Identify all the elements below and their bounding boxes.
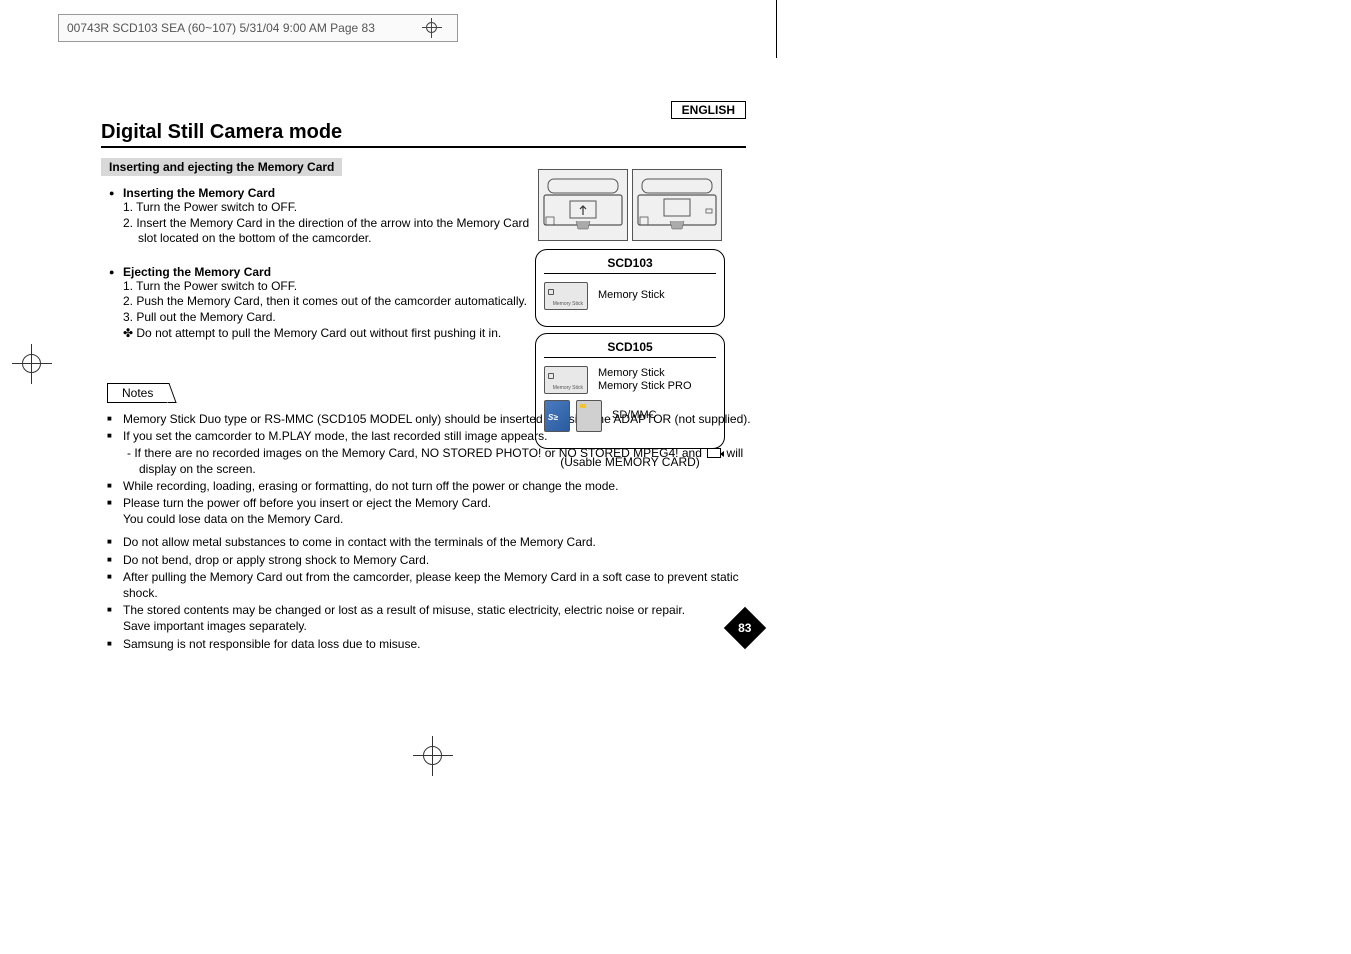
page-number: 83 bbox=[730, 613, 760, 657]
slot-illustration-icon bbox=[540, 171, 626, 239]
card-row: S≥ SD/MMC bbox=[544, 400, 716, 432]
note-item: Please turn the power off before you ins… bbox=[101, 495, 751, 527]
note-item: The stored contents may be changed or lo… bbox=[101, 602, 751, 634]
subheading: Inserting and ejecting the Memory Card bbox=[101, 158, 342, 176]
card-label: Memory Stick Memory Stick PRO bbox=[598, 367, 692, 393]
title-rule bbox=[101, 146, 746, 148]
registration-mark-left bbox=[12, 344, 52, 384]
registration-mark-bottom bbox=[413, 736, 453, 776]
eject-diagram bbox=[632, 169, 722, 241]
ejecting-step3: 3. Pull out the Memory Card. bbox=[116, 310, 531, 326]
sd-card-pair: S≥ bbox=[544, 400, 602, 432]
trim-line-top bbox=[776, 0, 777, 58]
memory-stick-icon: Memory Stick bbox=[544, 282, 588, 310]
card-row: Memory Stick Memory Stick bbox=[544, 282, 716, 310]
usable-caption: (Usable MEMORY CARD) bbox=[535, 455, 725, 469]
note-item: Do not bend, drop or apply strong shock … bbox=[101, 552, 751, 568]
card-model-title: SCD105 bbox=[544, 340, 716, 358]
inserting-step1: 1. Turn the Power switch to OFF. bbox=[116, 200, 531, 216]
file-info-text: 00743R SCD103 SEA (60~107) 5/31/04 9:00 … bbox=[67, 21, 375, 35]
inserting-step2: 2. Insert the Memory Card in the directi… bbox=[116, 216, 531, 247]
right-column: SCD103 Memory Stick Memory Stick SCD105 … bbox=[535, 169, 725, 469]
memory-stick-icon: Memory Stick bbox=[544, 366, 588, 394]
language-badge: ENGLISH bbox=[671, 101, 746, 119]
sd-card-icon: S≥ bbox=[544, 400, 570, 432]
ejecting-step2: 2. Push the Memory Card, then it comes o… bbox=[116, 294, 531, 310]
card-model-title: SCD103 bbox=[544, 256, 716, 274]
note-item: While recording, loading, erasing or for… bbox=[101, 478, 751, 494]
card-row: Memory Stick Memory Stick Memory Stick P… bbox=[544, 366, 716, 394]
insert-diagram bbox=[538, 169, 628, 241]
card-label: Memory Stick bbox=[598, 289, 665, 302]
ejecting-step1: 1. Turn the Power switch to OFF. bbox=[116, 279, 531, 295]
page-title: Digital Still Camera mode bbox=[101, 121, 755, 144]
card-label: SD/MMC bbox=[612, 409, 657, 422]
card-section-scd105: SCD105 Memory Stick Memory Stick Memory … bbox=[535, 333, 725, 449]
note-item: Samsung is not responsible for data loss… bbox=[101, 636, 751, 652]
inserting-heading: Inserting the Memory Card bbox=[101, 186, 531, 200]
page-diamond-icon: 83 bbox=[724, 607, 766, 649]
note-item: After pulling the Memory Card out from t… bbox=[101, 569, 751, 601]
crop-mark-top bbox=[422, 18, 442, 38]
left-column: Inserting the Memory Card 1. Turn the Po… bbox=[101, 186, 531, 341]
notes-header: Notes bbox=[107, 383, 167, 403]
ejecting-heading: Ejecting the Memory Card bbox=[101, 265, 531, 279]
card-section-scd103: SCD103 Memory Stick Memory Stick bbox=[535, 249, 725, 327]
slot-illustration-icon bbox=[634, 171, 720, 239]
ejecting-tip: ✤ Do not attempt to pull the Memory Card… bbox=[116, 326, 531, 342]
page-content: ENGLISH Digital Still Camera mode Insert… bbox=[101, 101, 755, 653]
notes-list-2: Do not allow metal substances to come in… bbox=[101, 534, 751, 651]
file-header: 00743R SCD103 SEA (60~107) 5/31/04 9:00 … bbox=[58, 14, 458, 42]
mmc-card-icon bbox=[576, 400, 602, 432]
diagram-row bbox=[535, 169, 725, 241]
note-item: Do not allow metal substances to come in… bbox=[101, 534, 751, 550]
